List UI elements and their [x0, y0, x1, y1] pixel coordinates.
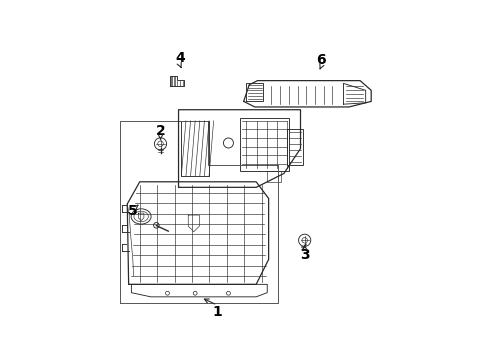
Text: 4: 4 [175, 51, 184, 66]
Text: 1: 1 [212, 305, 222, 319]
Text: 5: 5 [128, 204, 138, 218]
Bar [239, 118, 289, 171]
Text: 3: 3 [299, 248, 309, 262]
Text: 6: 6 [316, 53, 325, 67]
Bar [286, 129, 303, 165]
Bar [267, 171, 281, 182]
Bar [181, 121, 208, 176]
Text: 2: 2 [155, 123, 165, 138]
